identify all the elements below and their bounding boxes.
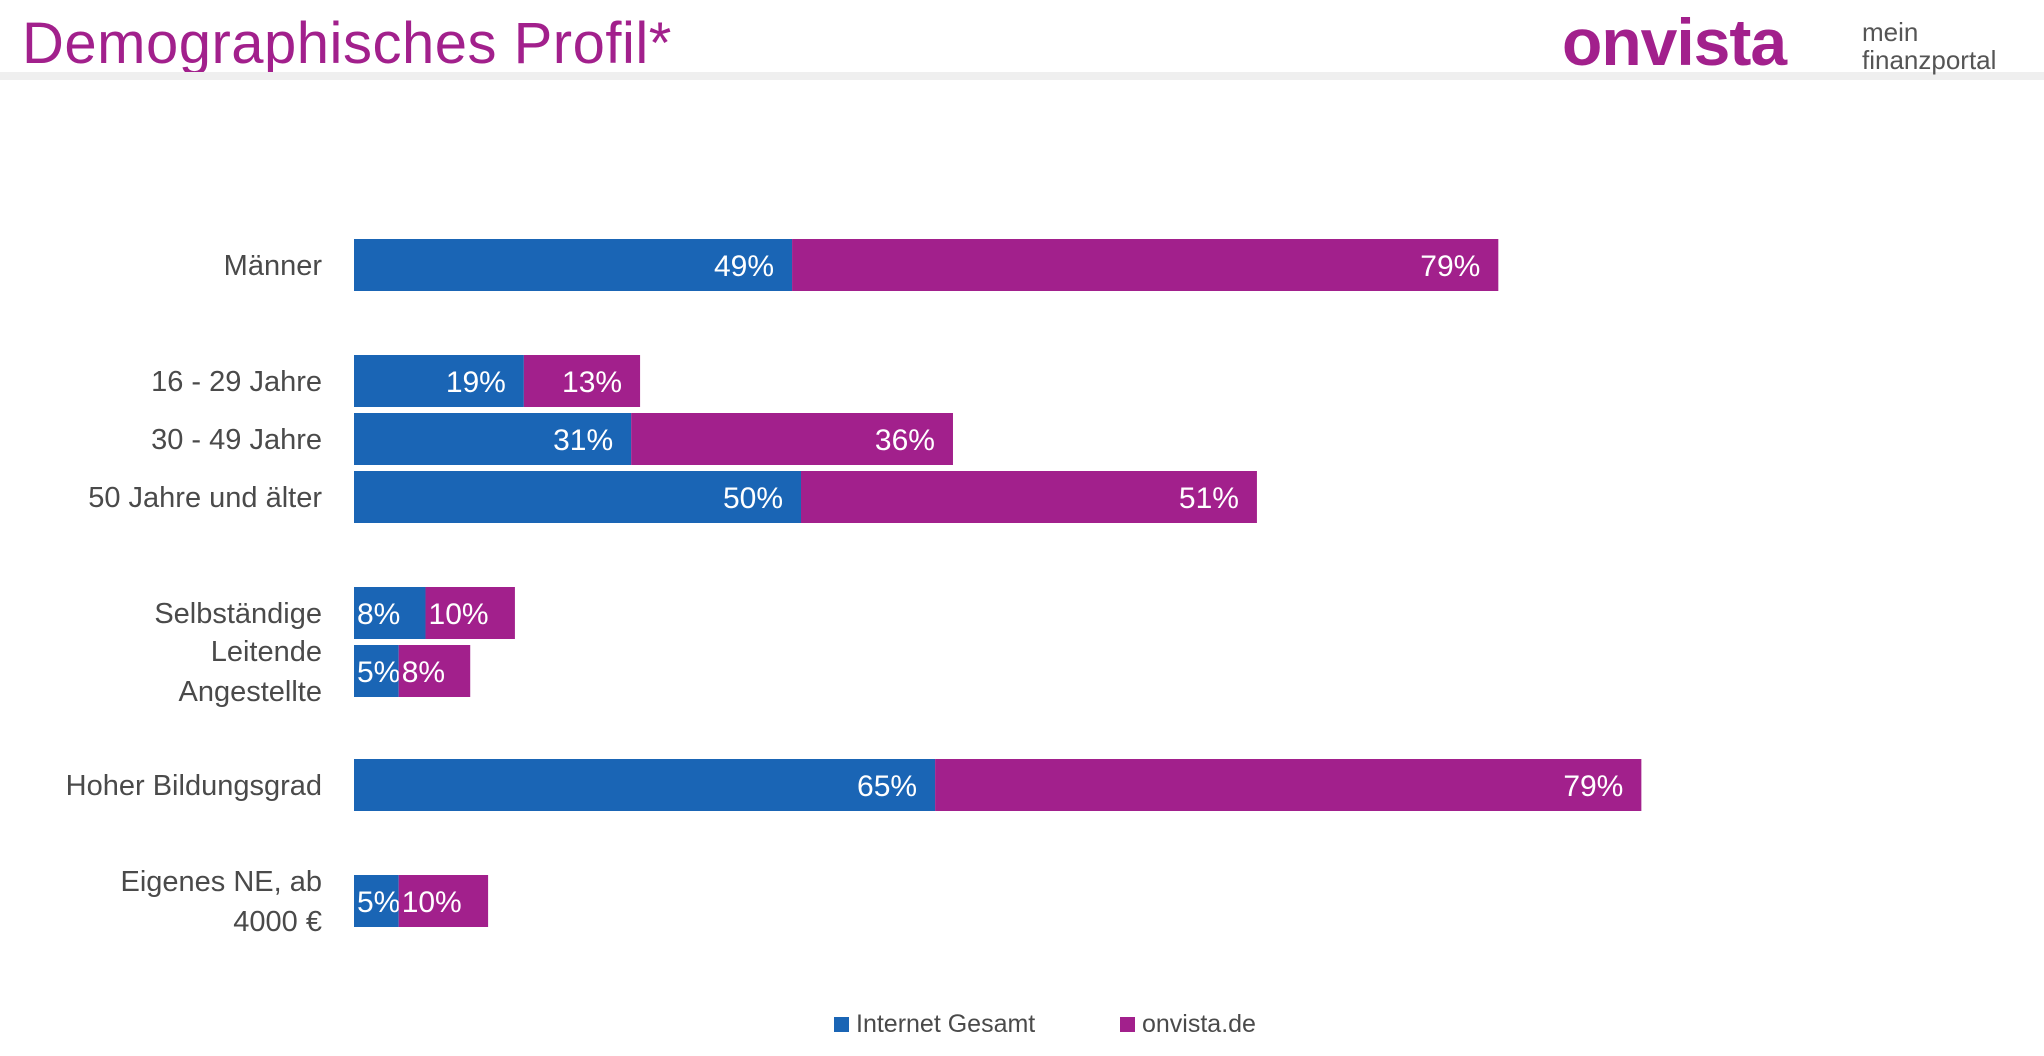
bar-internet-gesamt	[354, 413, 632, 465]
data-label: 19%	[446, 366, 506, 399]
bar-internet-gesamt	[354, 759, 936, 811]
bar-onvista-de	[523, 355, 641, 407]
bar-onvista-de	[425, 587, 515, 639]
bar-onvista-de	[801, 471, 1257, 523]
category-label: Männer	[224, 250, 323, 282]
tagline-line-1: mein	[1862, 17, 1919, 47]
data-label: 79%	[1563, 770, 1623, 803]
data-label: 5%	[357, 886, 400, 919]
legend-entry: onvista.de	[1142, 1010, 1256, 1038]
data-label: 8%	[402, 656, 445, 689]
tagline-line-2: finanzportal	[1862, 45, 1997, 75]
category-label: 30 - 49 Jahre	[151, 424, 322, 456]
category-label: Selbständige	[154, 598, 322, 630]
bar-internet-gesamt	[354, 645, 399, 697]
bar-onvista-de	[631, 413, 953, 465]
category-label: Eigenes NE, ab 4000 €	[120, 866, 322, 938]
page-title: Demographisches Profil*	[22, 11, 672, 76]
category-label: 50 Jahre und älter	[88, 482, 322, 514]
onvista-logo[interactable]: onvista	[1562, 5, 1787, 79]
data-label: 65%	[857, 770, 917, 803]
data-label: 31%	[553, 424, 613, 457]
logo-tagline: mein finanzportal	[1862, 18, 2032, 74]
data-label: 13%	[562, 366, 622, 399]
data-label: 79%	[1420, 250, 1480, 283]
bar-internet-gesamt	[354, 587, 426, 639]
category-label: Leitende Angestellte	[179, 636, 323, 708]
header-divider	[0, 72, 2044, 80]
category-label: 16 - 29 Jahre	[151, 366, 322, 398]
data-label: 49%	[714, 250, 774, 283]
bar-onvista-de	[935, 759, 1642, 811]
bar-internet-gesamt	[354, 355, 524, 407]
data-label: 51%	[1179, 482, 1239, 515]
bar-internet-gesamt	[354, 471, 801, 523]
legend-swatch	[1120, 1017, 1135, 1032]
data-label: 8%	[357, 598, 400, 631]
category-label: Hoher Bildungsgrad	[66, 770, 322, 802]
bar-internet-gesamt	[354, 875, 399, 927]
legend-entry: Internet Gesamt	[856, 1010, 1035, 1038]
legend-swatch	[834, 1017, 849, 1032]
data-label: 36%	[875, 424, 935, 457]
data-label: 10%	[402, 886, 462, 919]
data-label: 5%	[357, 656, 400, 689]
bar-onvista-de	[398, 645, 471, 697]
data-label: 10%	[429, 598, 489, 631]
bar-internet-gesamt	[354, 239, 793, 291]
bar-onvista-de	[792, 239, 1499, 291]
bar-onvista-de	[398, 875, 489, 927]
data-label: 50%	[723, 482, 783, 515]
